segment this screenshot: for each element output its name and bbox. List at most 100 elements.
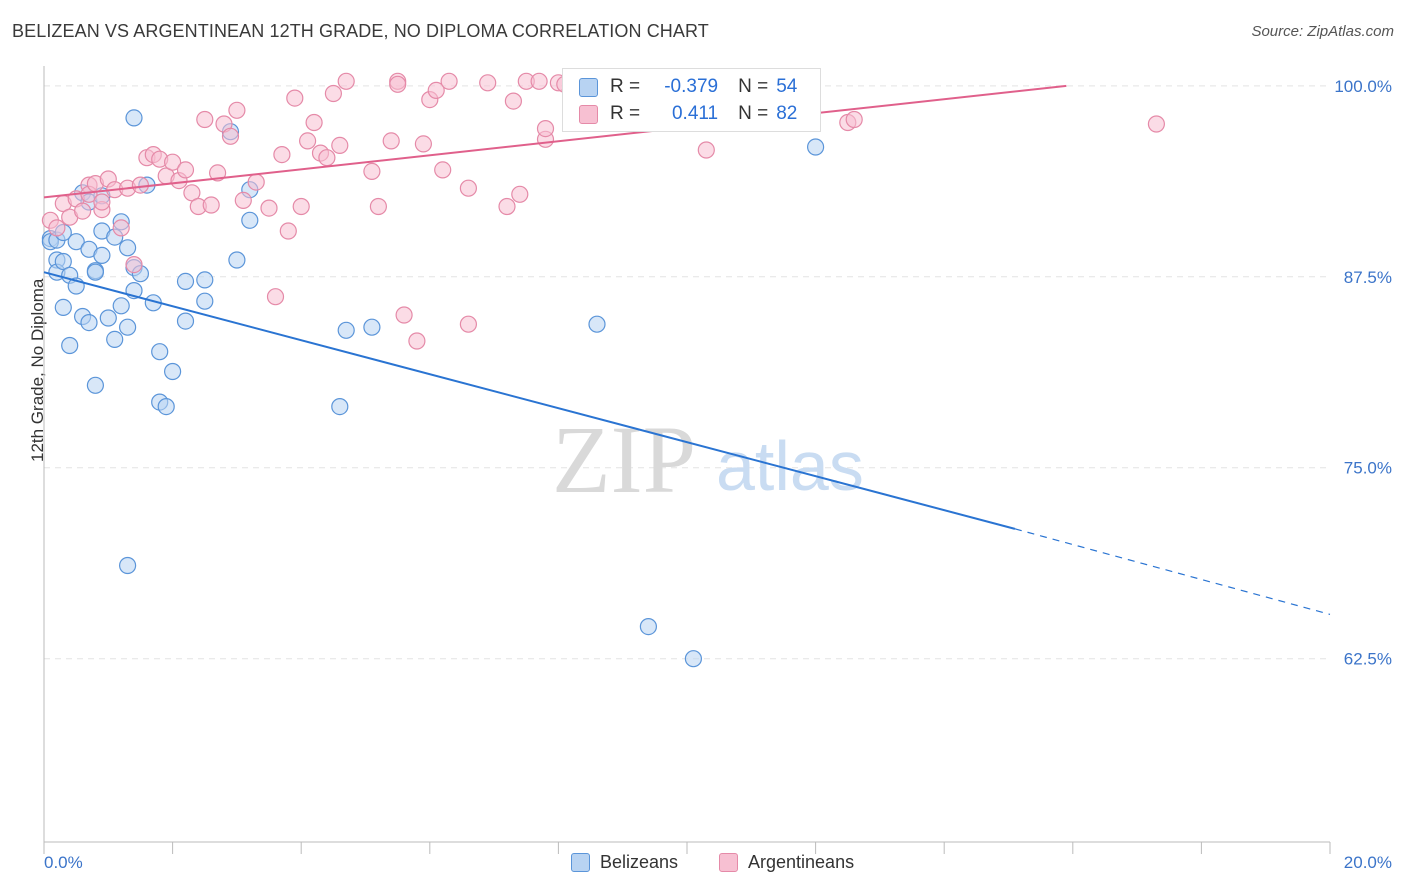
watermark: ZIP atlas xyxy=(552,406,864,513)
point-belizean xyxy=(67,233,85,251)
point-argentinean xyxy=(305,113,323,132)
y-tick-label: 87.5% xyxy=(1344,268,1392,287)
watermark-atlas: atlas xyxy=(716,427,864,505)
y-tick-label: 75.0% xyxy=(1344,459,1392,478)
point-belizean xyxy=(106,330,124,348)
point-belizean xyxy=(157,398,175,416)
legend-row-belizeans: R = -0.379 N = 54 xyxy=(579,75,797,99)
point-argentinean xyxy=(459,315,477,333)
series-legend-belizeans[interactable]: Belizeans xyxy=(571,852,678,873)
point-belizean xyxy=(118,239,137,257)
point-argentinean xyxy=(260,199,278,217)
point-belizean xyxy=(118,318,137,336)
trendline-argentineans xyxy=(43,84,1067,199)
legend-n-label: N = xyxy=(738,76,769,97)
point-belizean xyxy=(176,312,195,330)
point-argentinean xyxy=(286,89,304,107)
point-argentinean xyxy=(93,193,111,211)
point-argentinean xyxy=(164,153,182,171)
legend-r-label: R = xyxy=(610,103,641,124)
point-argentinean xyxy=(389,75,407,93)
stats-legend: R = -0.379 N = 54 R = 0.411 N = 82 xyxy=(562,68,821,132)
point-argentinean xyxy=(234,191,252,209)
point-belizean xyxy=(196,271,214,289)
point-belizean xyxy=(54,298,72,316)
legend-n-label: N = xyxy=(738,103,769,124)
point-argentinean xyxy=(382,132,400,150)
point-argentinean xyxy=(1147,115,1166,133)
point-belizean xyxy=(112,297,130,315)
point-belizean xyxy=(151,343,169,361)
series-label-belizeans: Belizeans xyxy=(600,852,679,872)
point-belizean xyxy=(80,314,98,332)
point-argentinean xyxy=(479,74,497,92)
point-belizean xyxy=(196,292,214,310)
point-argentinean xyxy=(427,81,445,100)
point-argentinean xyxy=(511,185,529,203)
point-argentinean xyxy=(131,176,149,194)
legend-r-value: 0.411 xyxy=(671,103,719,124)
x-tick-label: 20.0% xyxy=(1344,853,1392,872)
series-legend: Belizeans Argentineans xyxy=(0,852,1406,878)
series-legend-argentineans[interactable]: Argentineans xyxy=(719,852,854,873)
point-belizean xyxy=(337,321,355,339)
trendline-belizeans xyxy=(43,271,1016,530)
point-argentinean xyxy=(459,179,477,197)
point-argentinean xyxy=(221,127,240,145)
point-argentinean xyxy=(73,202,92,220)
point-argentinean xyxy=(209,164,227,182)
point-belizean xyxy=(331,398,349,416)
point-belizean xyxy=(164,362,182,381)
trendline-belizeans-extension xyxy=(1014,528,1331,615)
point-argentinean xyxy=(697,141,715,159)
point-argentinean xyxy=(202,196,220,214)
point-argentinean xyxy=(324,84,342,103)
legend-swatch-argentineans xyxy=(579,104,598,124)
point-argentinean xyxy=(440,72,458,90)
point-argentinean xyxy=(196,110,214,129)
point-argentinean xyxy=(337,72,355,90)
legend-swatch-belizeans xyxy=(579,77,598,97)
point-argentinean xyxy=(845,110,863,129)
source-label: Source: ZipAtlas.com xyxy=(1251,23,1394,40)
point-argentinean xyxy=(292,197,310,216)
point-argentinean xyxy=(408,332,426,350)
tick-labels: 100.0% 87.5% 75.0% 62.5% 0.0% 20.0% xyxy=(44,77,1392,872)
point-belizean xyxy=(86,263,105,281)
point-belizean xyxy=(363,318,381,336)
point-argentinean xyxy=(125,256,143,274)
point-argentinean xyxy=(279,222,297,240)
point-belizean xyxy=(93,246,111,264)
point-belizean xyxy=(99,309,117,327)
legend-r-value: -0.379 xyxy=(664,76,719,97)
watermark-zip: ZIP xyxy=(552,406,696,513)
point-belizean xyxy=(54,252,72,271)
point-belizean xyxy=(806,138,825,156)
point-argentinean xyxy=(414,135,432,153)
point-belizean xyxy=(86,376,105,394)
point-belizean xyxy=(588,315,606,333)
point-belizean xyxy=(61,336,79,355)
point-belizean xyxy=(684,650,703,668)
point-argentinean xyxy=(176,161,195,179)
point-argentinean xyxy=(331,136,349,154)
point-argentinean xyxy=(536,120,555,138)
point-belizean xyxy=(639,617,658,636)
legend-n-value: 54 xyxy=(776,76,798,97)
series-swatch-belizeans xyxy=(571,853,590,872)
points xyxy=(41,72,1166,668)
point-argentinean xyxy=(48,219,66,237)
point-argentinean xyxy=(434,161,452,179)
legend-n-value: 82 xyxy=(776,103,798,124)
trend-lines xyxy=(43,84,1331,615)
grid-lines xyxy=(44,85,1330,660)
point-argentinean xyxy=(247,173,265,191)
point-belizean xyxy=(241,211,259,229)
point-argentinean xyxy=(228,101,246,119)
point-argentinean xyxy=(395,306,413,324)
y-tick-label: 100.0% xyxy=(1334,77,1392,96)
point-argentinean xyxy=(498,197,516,216)
legend-row-argentineans: R = 0.411 N = 82 xyxy=(579,102,797,126)
point-belizean xyxy=(228,251,246,269)
